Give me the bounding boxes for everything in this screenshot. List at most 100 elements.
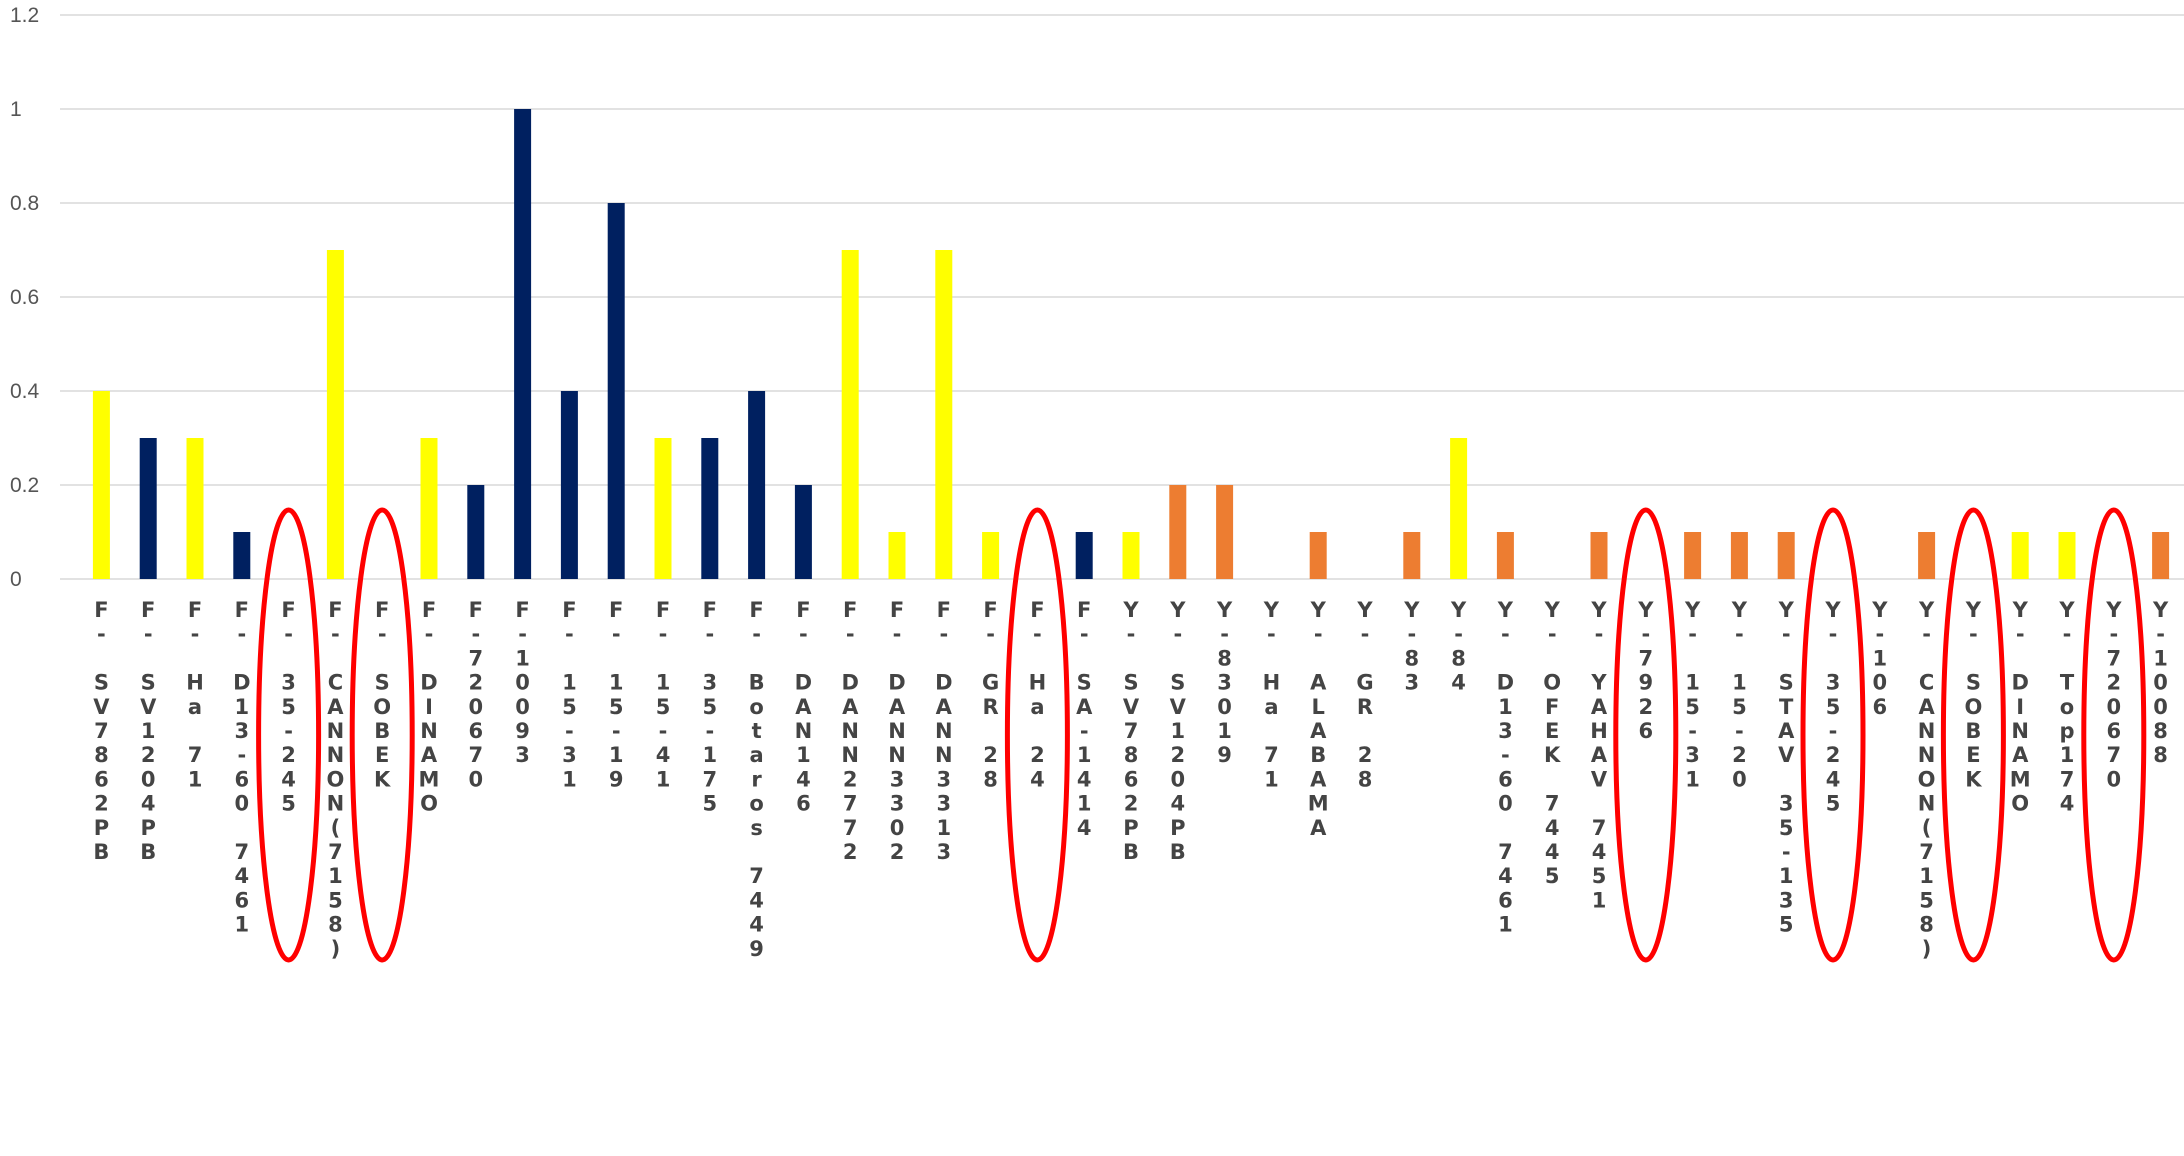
x-tick-char: 3 [1404,671,1419,695]
x-tick-label: Y- GR 28 [1356,598,1373,791]
x-tick-label: Y- Ha 71 [1263,598,1281,791]
x-tick-char: 5 [656,695,671,719]
x-tick-char: - [378,622,387,646]
x-tick-char: 0 [515,695,530,719]
x-tick-char: a [1264,695,1278,719]
x-tick-char: - [425,622,434,646]
y-axis-tick-labels: 0 0.2 0.4 0.6 0.8 1 1.2 [10,4,40,591]
x-tick-char: - [1080,719,1089,743]
x-tick-char: Y [1918,598,1935,622]
highlight-ellipse [1800,507,1866,963]
x-tick-char: - [986,622,995,646]
bar [982,532,1000,579]
x-tick-char: 4 [1030,767,1045,791]
x-tick-char: - [144,622,153,646]
x-tick-char: - [659,719,668,743]
x-tick-char: 5 [1779,816,1794,840]
x-tick-char: 0 [2106,767,2121,791]
x-tick-char: 1 [1732,671,1747,695]
x-tick-char: 8 [1919,913,1934,937]
x-tick-char: 3 [702,671,717,695]
x-tick-char: B [1965,719,1981,743]
x-tick-char: 3 [1826,671,1841,695]
x-tick-char: V [93,695,110,719]
bar [794,485,812,579]
x-tick-char: O [1918,767,1936,791]
x-tick-char: 6 [1498,888,1513,912]
bars [92,109,2170,579]
x-tick-char: H [1590,719,1608,743]
bar [701,438,719,579]
x-tick-char: F [422,598,436,622]
x-tick-char: - [331,622,340,646]
x-tick-char: N [420,719,438,743]
x-tick-char: N [1918,792,1936,816]
x-tick-char: 1 [188,767,203,791]
x-tick-char: 1 [609,743,624,767]
x-tick-char: S [375,671,390,695]
x-tick-char: 9 [609,767,624,791]
x-tick-char: 3 [936,840,951,864]
x-tick-char: F [890,598,904,622]
x-tick-char: P [140,816,155,840]
bar [1309,532,1327,579]
x-tick-char: Y [1403,598,1420,622]
x-tick-char: 4 [749,888,764,912]
highlight-ellipse [256,507,322,963]
x-tick-char: D [420,671,437,695]
x-tick-char: - [1220,622,1229,646]
x-tick-label: Y-15-20 [1731,598,1748,791]
x-tick-char: T [1779,695,1794,719]
x-tick-label: F-15-41 [656,598,671,791]
x-tick-char: Y [1871,598,1888,622]
x-tick-char: 1 [1498,913,1513,937]
x-tick-char: O [1964,695,1982,719]
x-tick-char: 4 [1826,767,1841,791]
x-tick-char: A [1076,695,1093,719]
x-tick-char: 4 [796,767,811,791]
x-tick-char: - [752,622,761,646]
x-tick-char: P [1170,816,1185,840]
x-tick-char: A [2012,743,2029,767]
bar [2152,532,2170,579]
x-tick-char: - [1080,622,1089,646]
x-tick-char: F [796,598,810,622]
y-tick-label: 1.2 [10,4,39,27]
x-tick-char: s [750,816,763,840]
x-tick-char: E [1966,743,1980,767]
x-tick-char: V [1778,743,1795,767]
x-tick-char: - [1173,622,1182,646]
x-tick-char: Y [2058,598,2075,622]
x-tick-char: 7 [843,816,858,840]
x-tick-char: - [2016,622,2025,646]
x-tick-char: 9 [515,719,530,743]
x-tick-char: N [795,719,813,743]
x-tick-char: 8 [94,743,109,767]
x-tick-char: 1 [656,767,671,791]
x-tick-char: o [2060,695,2074,719]
x-tick-char: Y [1637,598,1654,622]
gridlines [60,14,2184,580]
x-tick-char: N [1918,743,1936,767]
x-tick-char: 8 [328,913,343,937]
x-tick-char: 8 [2153,719,2168,743]
bar [92,391,110,579]
x-tick-label: Y-84 [1450,598,1467,695]
x-tick-char: 1 [1264,767,1279,791]
x-tick-char: 7 [2060,767,2075,791]
x-tick-char: P [94,816,109,840]
x-tick-char: 7 [1638,646,1653,670]
x-tick-char: - [1407,622,1416,646]
x-tick-char: A [1310,719,1327,743]
x-tick-char: 0 [1217,695,1232,719]
x-tick-char: 2 [1826,743,1841,767]
x-tick-char: Y [1169,598,1186,622]
x-tick-char: 4 [1498,864,1513,888]
x-tick-char: 3 [1779,792,1794,816]
